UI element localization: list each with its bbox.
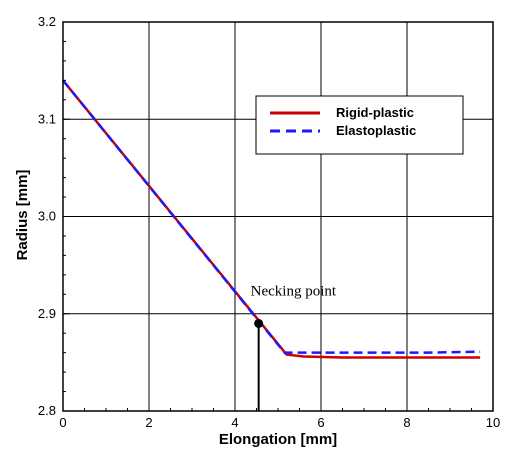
legend-box	[255, 95, 464, 155]
x-tick-label: 4	[231, 415, 238, 430]
y-axis-label: Radius [mm]	[14, 170, 31, 261]
legend-label-rigid-plastic: Rigid-plastic	[336, 105, 414, 120]
y-tick-label: 2.9	[38, 306, 56, 321]
x-tick-label: 10	[486, 415, 500, 430]
y-tick-label: 3.0	[38, 209, 56, 224]
x-tick-label: 0	[59, 415, 66, 430]
necking-annotation: Necking point	[251, 283, 337, 411]
necking-label: Necking point	[251, 283, 337, 299]
x-tick-label: 8	[403, 415, 410, 430]
ticks: 0 2 4 6 8 10 2.8 2.9 3.0 3.1 3.2	[38, 14, 500, 430]
x-axis-label: Elongation [mm]	[219, 431, 337, 448]
y-tick-label: 3.2	[38, 14, 56, 29]
y-tick-label: 2.8	[38, 403, 56, 418]
x-tick-label: 6	[317, 415, 324, 430]
necking-marker-dot	[254, 318, 264, 328]
series-line-elastoplastic	[62, 79, 481, 354]
series-line-rigid-plastic	[62, 79, 481, 359]
series-layer	[62, 79, 481, 359]
legend: Rigid-plastic Elastoplastic	[255, 95, 464, 155]
x-tick-label: 2	[145, 415, 152, 430]
y-tick-label: 3.1	[38, 111, 56, 126]
legend-label-elastoplastic: Elastoplastic	[336, 123, 416, 138]
